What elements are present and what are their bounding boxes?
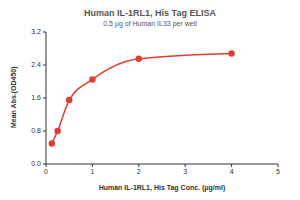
html-text:Human IL-1RL1, His Tag ELISA: Human IL-1RL1, His Tag ELISA bbox=[84, 8, 216, 18]
svg-text:1: 1 bbox=[90, 168, 94, 175]
svg-text:0: 0 bbox=[44, 168, 48, 175]
svg-text:3.2: 3.2 bbox=[31, 28, 41, 35]
svg-text:5: 5 bbox=[276, 168, 280, 175]
svg-text:0.0: 0.0 bbox=[31, 160, 41, 167]
svg-text:3: 3 bbox=[183, 168, 187, 175]
svg-text:2.4: 2.4 bbox=[31, 61, 41, 68]
html-text:0.5 μg of Human IL33 per well: 0.5 μg of Human IL33 per well bbox=[103, 20, 197, 27]
svg-text:2: 2 bbox=[137, 168, 141, 175]
svg-text:0.8: 0.8 bbox=[31, 127, 41, 134]
svg-text:Human IL-1RL1, His Tag Conc. (: Human IL-1RL1, His Tag Conc. (μg/ml) bbox=[99, 184, 226, 192]
svg-text:Mean Abs.(OD450): Mean Abs.(OD450) bbox=[10, 66, 18, 128]
svg-text:4: 4 bbox=[230, 168, 234, 175]
svg-text:1.6: 1.6 bbox=[31, 94, 41, 101]
